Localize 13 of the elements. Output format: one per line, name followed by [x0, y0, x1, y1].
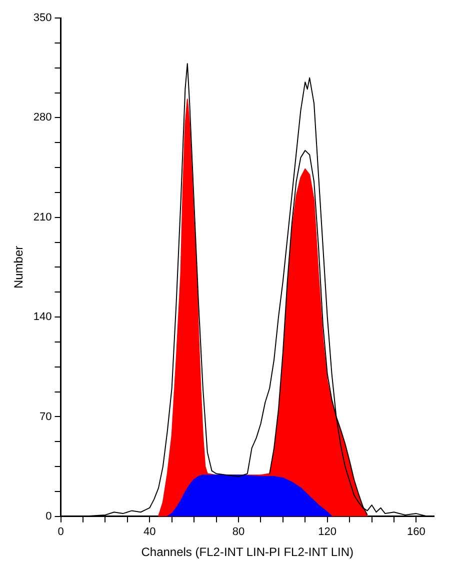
x-tick-label: 160 [407, 526, 426, 538]
y-tick-label: 350 [33, 12, 52, 24]
x-tick-label: 40 [143, 526, 156, 538]
y-tick-label: 280 [33, 112, 52, 124]
x-tick-label: 80 [232, 526, 245, 538]
y-tick-label: 70 [40, 410, 52, 423]
x-tick-label: 0 [58, 526, 64, 538]
y-tick-label: 140 [33, 311, 52, 324]
y-tick-label: 210 [33, 211, 52, 224]
x-axis-title: Channels (FL2-INT LIN-PI FL2-INT LIN) [141, 545, 354, 560]
y-tick-label: 0 [46, 510, 52, 522]
y-axis-title: Number [12, 246, 26, 289]
x-tick-label: 120 [318, 526, 337, 538]
